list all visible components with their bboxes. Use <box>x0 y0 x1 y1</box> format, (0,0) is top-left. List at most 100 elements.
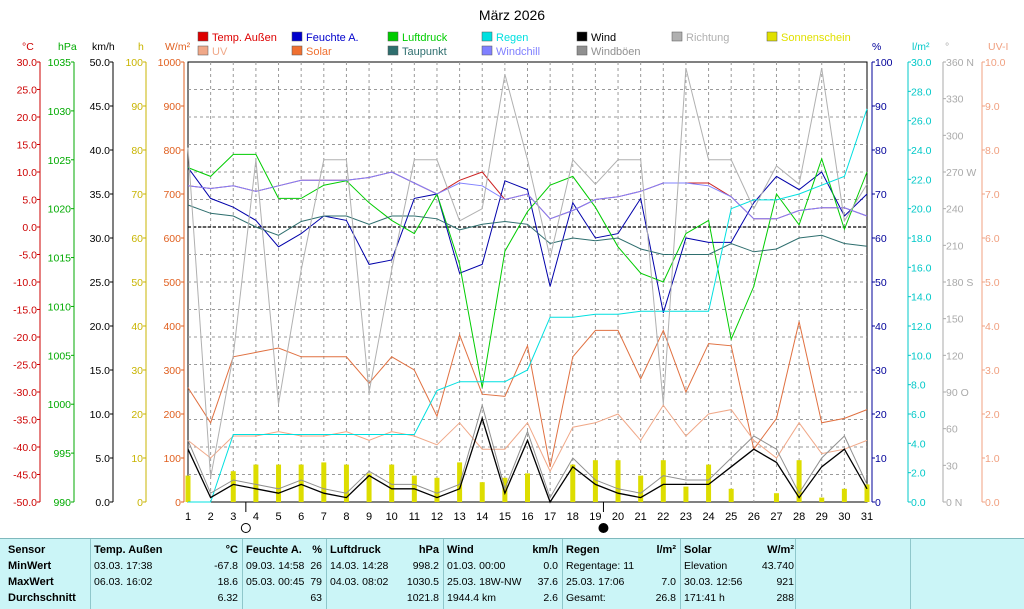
stat-max-time-1: 05.03. 00:45 <box>246 576 305 588</box>
x-tick-15: 15 <box>499 511 511 523</box>
axis-label-wind-1: 45.0 <box>90 101 111 113</box>
sunshine-bar-8 <box>343 464 349 502</box>
axis-label-pressure-8: 995 <box>53 448 71 460</box>
stats-separator-7 <box>910 539 911 609</box>
stat-max-time-0: 06.03. 16:02 <box>94 576 153 588</box>
axis-label-rain-8: 14.0 <box>911 292 932 304</box>
legend-label-6: Regen <box>496 32 528 44</box>
axis-label-rain-6: 18.0 <box>911 233 932 245</box>
axis-label-wind-9: 5.0 <box>95 453 110 465</box>
axis-label-solar-4: 600 <box>163 233 181 245</box>
legend-swatch-5 <box>387 45 399 56</box>
axis-label-wind-5: 25.0 <box>90 277 111 289</box>
axis-label-pressure-0: 1035 <box>48 57 72 69</box>
row-label-avg: Durchschnitt <box>8 592 76 604</box>
axis-label-temp-15: -45.0 <box>13 470 37 482</box>
legend-swatch-11 <box>766 31 778 42</box>
legend-swatch-1 <box>197 45 209 56</box>
axis-label-sun-6: 40 <box>131 321 143 333</box>
statistics-table: Sensor MinWert MaxWert Durchschnitt Temp… <box>0 538 1024 609</box>
series-line-8 <box>187 416 868 504</box>
stat-min-value-0: -67.8 <box>214 560 238 572</box>
stat-min-time-3: 01.03. 00:00 <box>447 560 506 572</box>
legend-label-4: Luftdruck <box>402 32 448 44</box>
axis-label-wind-4: 30.0 <box>90 233 111 245</box>
stat-max-value-1: 79 <box>310 576 322 588</box>
sunshine-bar-7 <box>321 462 327 502</box>
legend-label-5: Taupunkt <box>402 46 447 58</box>
axis-label-sun-0: 100 <box>125 57 143 69</box>
axis-label-uv-3: 7.0 <box>985 189 1000 201</box>
axis-label-temp-6: 0.0 <box>22 222 37 234</box>
series-line-4 <box>187 171 868 220</box>
x-tick-20: 20 <box>612 511 624 523</box>
x-tick-30: 30 <box>838 511 850 523</box>
stats-separator-0 <box>90 539 91 609</box>
x-tick-13: 13 <box>453 511 465 523</box>
axis-label-solar-9: 100 <box>163 453 181 465</box>
axis-label-direction-6: 180 S <box>946 277 973 289</box>
axis-label-rain-5: 20.0 <box>911 204 932 216</box>
x-tick-4: 4 <box>253 511 259 523</box>
stat-avg-value-2: 1021.8 <box>406 592 439 604</box>
stats-separator-4 <box>562 539 563 609</box>
axis-label-sun-7: 30 <box>131 365 143 377</box>
axis-label-uv-10: 0.0 <box>985 497 1000 509</box>
series-line-10 <box>187 67 868 478</box>
axis-label-pressure-2: 1025 <box>48 155 72 167</box>
axis-label-solar-2: 800 <box>163 145 181 157</box>
axis-unit-pressure: hPa <box>58 41 77 53</box>
x-tick-25: 25 <box>725 511 737 523</box>
sunshine-bar-9 <box>366 473 372 502</box>
sunshine-bar-10 <box>389 464 395 502</box>
axis-label-temp-11: -25.0 <box>13 360 37 372</box>
axis-label-direction-4: 240 <box>946 204 964 216</box>
axis-label-pressure-3: 1020 <box>48 204 72 216</box>
stats-separator-6 <box>795 539 796 609</box>
x-tick-22: 22 <box>657 511 669 523</box>
stat-min-time-0: 03.03. 17:38 <box>94 560 153 572</box>
x-tick-10: 10 <box>386 511 398 523</box>
axis-label-solar-8: 200 <box>163 409 181 421</box>
axis-unit-rain: l/m² <box>912 41 930 53</box>
row-label-max: MaxWert <box>8 576 54 588</box>
axis-label-direction-7: 150 <box>946 314 964 326</box>
x-tick-3: 3 <box>230 511 236 523</box>
stat-avg-value-1: 63 <box>310 592 322 604</box>
axis-label-rain-9: 12.0 <box>911 321 932 333</box>
x-tick-27: 27 <box>770 511 782 523</box>
x-tick-23: 23 <box>680 511 692 523</box>
axis-label-direction-11: 30 <box>946 460 958 472</box>
axis-label-temp-3: 15.0 <box>17 140 38 152</box>
axis-label-direction-10: 60 <box>946 424 958 436</box>
stat-title-1: Feuchte A. <box>246 544 302 556</box>
stat-unit-4: l/m² <box>656 544 676 556</box>
stat-max-time-2: 04.03. 08:02 <box>330 576 389 588</box>
stat-avg-value-4: 26.8 <box>655 592 676 604</box>
axis-label-rain-15: 0.0 <box>911 497 926 509</box>
axis-label-pressure-4: 1015 <box>48 253 72 265</box>
sunshine-bar-18 <box>570 464 576 502</box>
left-axes: 30.0 25.0 20.0 15.0 10.0 5.0 0.0 -5.0 -10.0 -15.0… <box>13 57 185 509</box>
axis-label-rain-4: 22.0 <box>911 174 932 186</box>
axis-label-temp-14: -40.0 <box>13 442 37 454</box>
stats-separator-3 <box>443 539 444 609</box>
axis-label-temp-8: -10.0 <box>13 277 37 289</box>
axis-label-wind-6: 20.0 <box>90 321 111 333</box>
sunshine-bar-20 <box>615 460 621 502</box>
stat-max-value-2: 1030.5 <box>406 576 439 588</box>
axis-label-temp-12: -30.0 <box>13 387 37 399</box>
legend-label-1: UV <box>212 46 228 58</box>
legend-swatch-4 <box>387 31 399 42</box>
axis-label-sun-4: 60 <box>131 233 143 245</box>
legend-label-9: Windböen <box>591 46 641 58</box>
axis-unit-sun: h <box>138 41 144 53</box>
axis-label-humidity-9: 10 <box>875 453 887 465</box>
stat-avg-time-4: Gesamt: <box>566 592 606 604</box>
legend-swatch-2 <box>291 31 303 42</box>
x-tick-12: 12 <box>431 511 443 523</box>
axis-label-solar-1: 900 <box>163 101 181 113</box>
stat-unit-5: W/m² <box>767 544 794 556</box>
legend-label-8: Wind <box>591 32 616 44</box>
legend-swatch-6 <box>481 31 493 42</box>
